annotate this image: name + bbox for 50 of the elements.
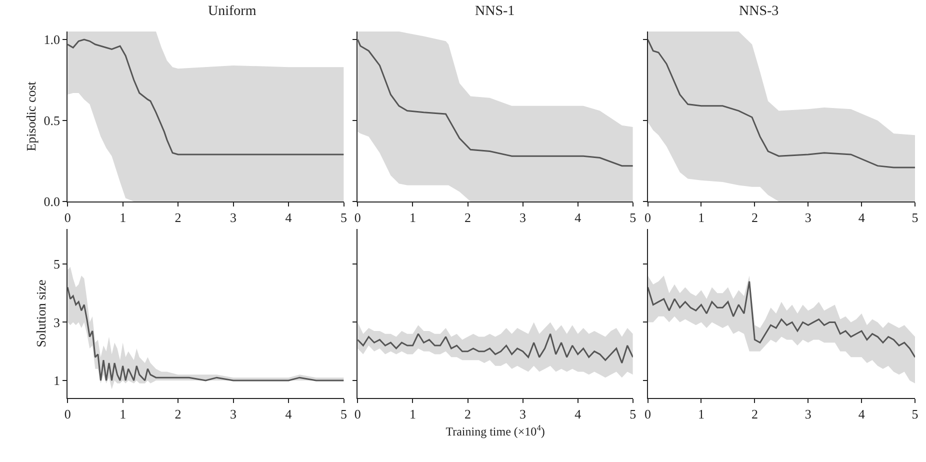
- x-tick-label: 0: [354, 210, 361, 226]
- chart-title: Uniform: [208, 4, 256, 19]
- x-tick-label: 0: [64, 406, 71, 422]
- x-tick-label: 2: [464, 210, 472, 226]
- x-tick-label: 1: [409, 406, 416, 422]
- x-tick-label: 2: [174, 210, 182, 226]
- y-tick-label: 5: [53, 256, 60, 272]
- y-tick-label: 1: [53, 373, 60, 388]
- x-tick-label: 0: [644, 406, 652, 422]
- x-tick-label: 1: [698, 406, 704, 422]
- x-tick-label: 0: [354, 406, 361, 422]
- y-axis-title: Solution size: [33, 279, 48, 348]
- x-tick-label: 3: [520, 406, 526, 422]
- x-tick-label: 5: [912, 210, 918, 226]
- chart-title: NNS-3: [739, 4, 779, 19]
- x-tick-label: 0: [644, 210, 652, 226]
- x-tick-label: 3: [804, 406, 812, 422]
- x-tick-label: 1: [409, 210, 416, 226]
- x-tick-label: 1: [120, 210, 126, 226]
- x-tick-label: 5: [630, 210, 636, 226]
- x-tick-label: 4: [574, 210, 582, 226]
- x-tick-label: 2: [174, 406, 182, 422]
- x-tick-label: 4: [858, 210, 866, 226]
- x-tick-label: 5: [340, 210, 348, 226]
- x-tick-label: 2: [464, 406, 472, 422]
- x-tick-label: 4: [574, 406, 582, 422]
- x-tick-label: 5: [630, 406, 636, 422]
- x-tick-label: 3: [230, 210, 237, 226]
- y-tick-label: 1.0: [44, 32, 60, 48]
- x-tick-label: 4: [858, 406, 866, 422]
- chart-title: NNS-1: [475, 4, 515, 19]
- y-axis-title: Episodic cost: [24, 81, 39, 152]
- x-tick-label: 3: [804, 210, 812, 226]
- y-tick-label: 0.5: [44, 113, 60, 128]
- x-tick-label: 4: [285, 210, 292, 226]
- x-axis-title: Training time (×10$^{4}$): [446, 423, 545, 438]
- x-tick-label: 3: [230, 406, 237, 422]
- y-tick-label: 0.0: [44, 194, 60, 209]
- x-tick-label: 5: [340, 406, 348, 422]
- x-tick-label: 4: [285, 406, 292, 422]
- x-tick-label: 5: [912, 406, 918, 422]
- x-tick-label: 0: [64, 210, 71, 226]
- line-series: [68, 286, 344, 382]
- x-tick-label: 1: [698, 210, 704, 226]
- x-tick-label: 3: [520, 210, 526, 226]
- x-tick-label: 1: [120, 406, 126, 422]
- y-tick-label: 3: [53, 314, 60, 330]
- x-tick-label: 2: [751, 210, 758, 226]
- line-series: [68, 38, 344, 156]
- x-tick-label: 2: [751, 406, 758, 422]
